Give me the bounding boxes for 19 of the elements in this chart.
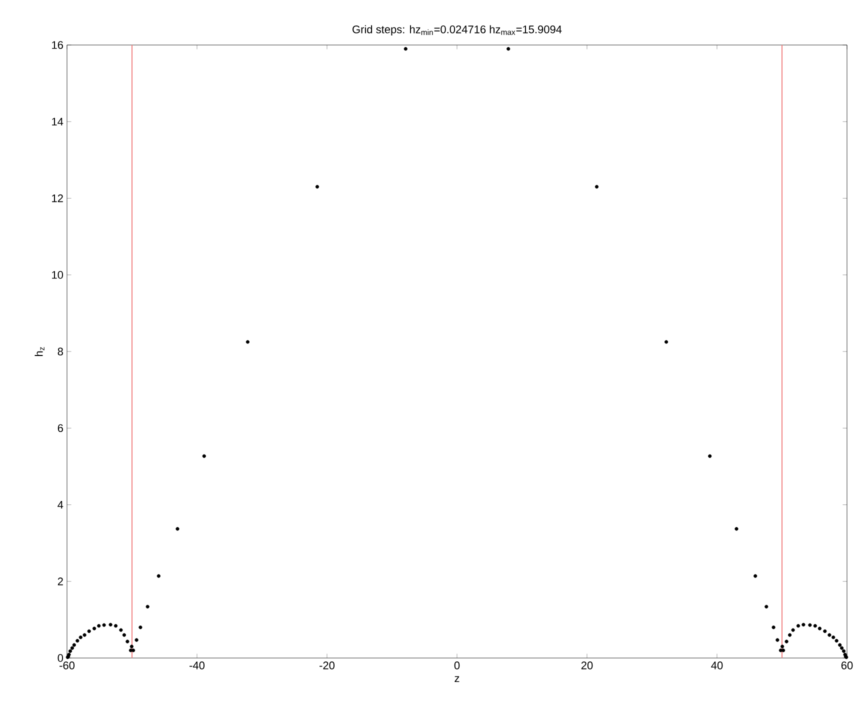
y-tick-label: 10 — [52, 271, 64, 279]
y-tick-label: 16 — [52, 41, 63, 49]
chart-title: Grid steps: hz$_{min}$=0.024716 hz$_{max}$=15.9094 — [352, 25, 562, 36]
x-tick-label: -40 — [190, 662, 205, 670]
x-tick-label: -60 — [60, 662, 75, 670]
y-tick-label: 2 — [58, 578, 63, 586]
x-tick-label: 40 — [711, 662, 723, 670]
x-tick-label: 20 — [581, 662, 593, 670]
y-tick-label: 14 — [52, 118, 64, 126]
x-tick-label: -20 — [320, 662, 335, 670]
y-tick-label: 8 — [58, 348, 63, 356]
x-axis-title: z — [454, 676, 460, 682]
y-tick-label: 4 — [58, 500, 64, 509]
y-tick-label: 0 — [58, 654, 64, 662]
y-tick-label: 12 — [52, 194, 63, 202]
x-tick-label: 60 — [841, 662, 853, 670]
x-tick-label: 0 — [454, 662, 460, 670]
y-axis-title: h$_{z}$ — [34, 347, 44, 356]
y-tick-label: 6 — [58, 424, 63, 432]
